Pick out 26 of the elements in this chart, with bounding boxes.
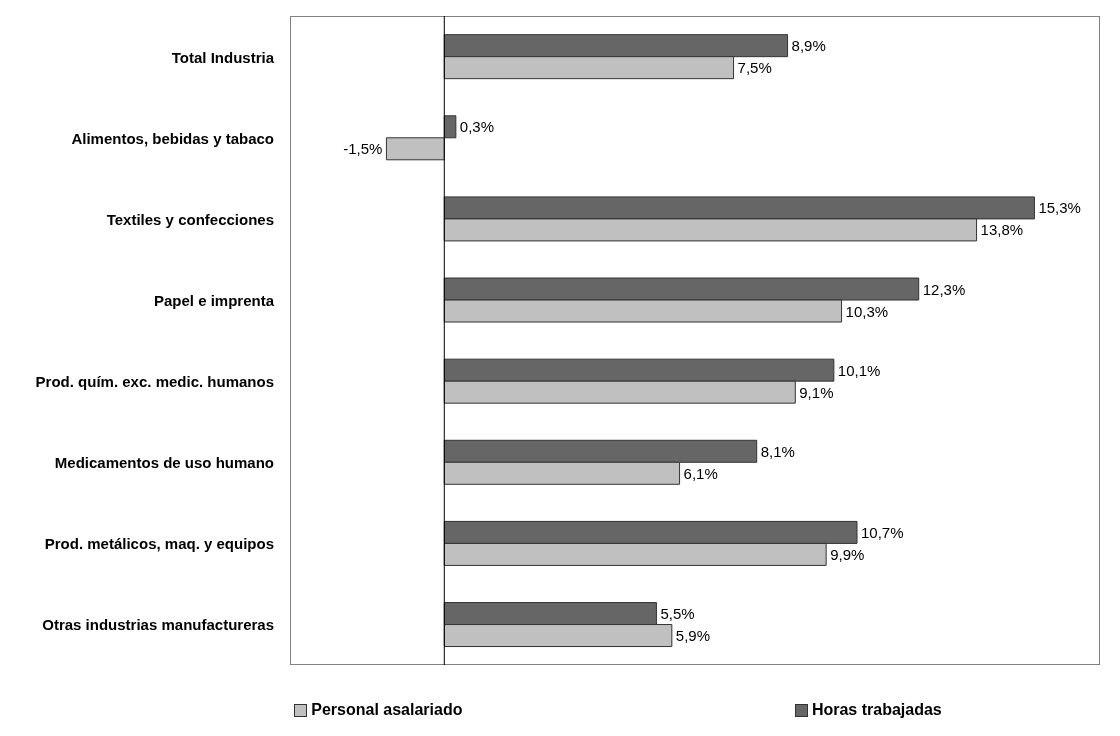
y-tick-label: Textiles y confecciones bbox=[106, 210, 274, 228]
data-label: 10,3% bbox=[845, 302, 889, 320]
data-label: 5,5% bbox=[660, 605, 695, 623]
data-label: 15,3% bbox=[1038, 199, 1081, 217]
y-tick-label: Medicamentos de uso humano bbox=[54, 453, 274, 471]
y-tick-label: Prod. quím. exc. medic. humanos bbox=[35, 372, 274, 390]
data-label: 12,3% bbox=[922, 280, 966, 298]
data-label: 10,1% bbox=[837, 361, 881, 379]
data-label: -1,5% bbox=[343, 140, 383, 158]
legend-label: Personal asalariado bbox=[311, 701, 463, 719]
y-tick-label: Total Industria bbox=[171, 48, 275, 66]
y-tick-label: Otras industrias manufactureras bbox=[42, 615, 274, 633]
data-label: 9,1% bbox=[799, 383, 834, 401]
data-label: 5,9% bbox=[675, 627, 711, 645]
data-label: 6,1% bbox=[683, 464, 718, 482]
y-tick-label: Prod. metálicos, maq. y equipos bbox=[44, 534, 274, 552]
data-label: 13,8% bbox=[980, 221, 1024, 239]
data-label: 8,1% bbox=[760, 442, 795, 460]
data-label: 9,9% bbox=[830, 545, 865, 563]
data-label: 7,5% bbox=[737, 59, 772, 77]
data-label: 10,7% bbox=[861, 523, 904, 541]
legend-label: Horas trabajadas bbox=[811, 701, 942, 719]
data-label: 8,9% bbox=[791, 37, 826, 55]
y-tick-label: Papel e imprenta bbox=[153, 291, 275, 309]
y-tick-label: Alimentos, bebidas y tabaco bbox=[71, 129, 274, 147]
data-label: 0,3% bbox=[459, 118, 495, 136]
